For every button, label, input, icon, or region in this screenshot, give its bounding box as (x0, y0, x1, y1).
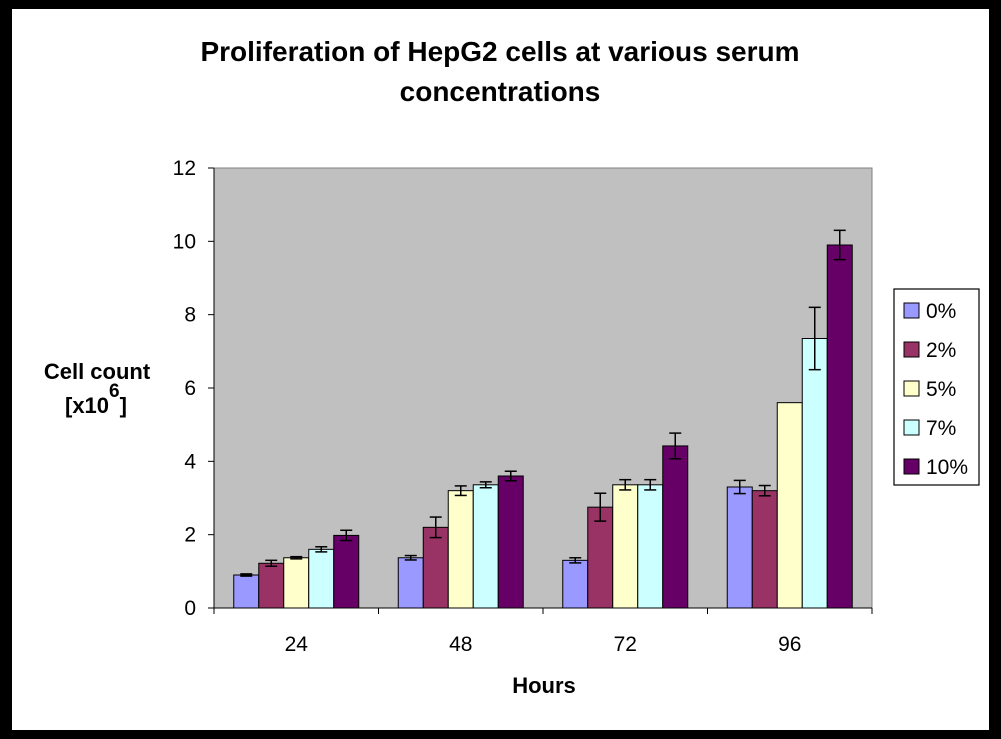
x-tick-label: 96 (778, 633, 801, 656)
y-tick-label: 10 (173, 230, 196, 253)
bars-group (233, 244, 853, 609)
x-ticks-group: 24 48 72 96 (213, 608, 873, 656)
legend-label: 0% (926, 300, 956, 323)
x-tick-label: 72 (614, 633, 637, 656)
y-tick-label: 8 (184, 304, 196, 327)
y-axis-label-base: [x10 (65, 393, 109, 418)
chart-title-line-2: concentrations (400, 76, 601, 107)
bar (587, 506, 614, 609)
bar (308, 548, 335, 609)
legend-label: 5% (926, 378, 956, 401)
bar (726, 486, 753, 609)
bar (776, 402, 803, 609)
legend-swatch (903, 419, 920, 436)
y-axis-label-superscript: 6 (109, 381, 120, 402)
legend-swatch (903, 458, 920, 475)
x-axis-label: Hours (512, 673, 576, 698)
y-axis-label-line-2: [x106] (65, 381, 127, 418)
y-tick-label: 4 (184, 450, 196, 473)
bar (497, 475, 524, 609)
y-tick-label: 0 (184, 597, 196, 620)
bar (258, 562, 285, 609)
bar (751, 490, 778, 609)
bar (637, 484, 664, 609)
y-tick-label: 2 (184, 524, 196, 547)
bar (447, 490, 474, 609)
x-tick-label: 24 (285, 633, 309, 656)
chart-title-line-1: Proliferation of HepG2 cells at various … (200, 36, 799, 67)
bar (233, 574, 260, 609)
bar (562, 559, 589, 609)
bar (397, 557, 424, 609)
bar (283, 557, 310, 609)
y-ticks-group: 0 2 4 6 8 10 12 (173, 157, 214, 620)
legend: 0% 2% 5% 7% 10% (903, 300, 968, 479)
legend-label: 2% (926, 339, 956, 362)
legend-swatch (903, 341, 920, 358)
y-axis-label-close: ] (120, 393, 127, 418)
legend-swatch (903, 380, 920, 397)
legend-swatch (903, 302, 920, 319)
x-tick-label: 48 (449, 633, 472, 656)
bar (826, 244, 853, 609)
legend-label: 7% (926, 417, 956, 440)
bar (801, 338, 828, 609)
bar (662, 445, 689, 609)
y-tick-label: 6 (184, 377, 196, 400)
y-axis-label-line-1: Cell count (44, 359, 151, 384)
error-bars-group (240, 229, 846, 577)
bar (422, 526, 449, 609)
bar (333, 534, 360, 609)
legend-label: 10% (926, 456, 968, 479)
y-tick-label: 12 (173, 157, 196, 180)
bar (472, 484, 499, 609)
bar (612, 484, 639, 609)
